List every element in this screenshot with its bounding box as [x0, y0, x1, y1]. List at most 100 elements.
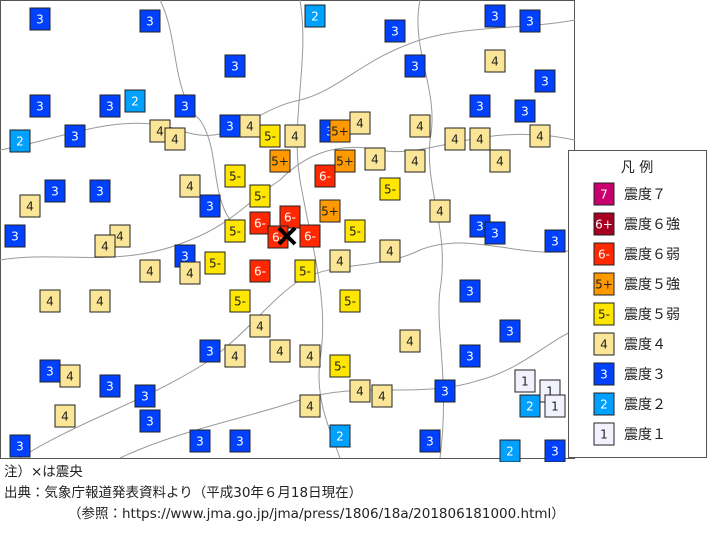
- legend-badge-label: 7: [600, 188, 608, 202]
- station: 4: [89, 289, 111, 313]
- station: 4: [329, 249, 351, 273]
- legend-title: 凡 例: [621, 160, 653, 176]
- station: 3: [99, 374, 121, 398]
- station-badge: [269, 339, 291, 363]
- station-label: 4: [156, 125, 164, 139]
- station-label: 5-: [349, 225, 361, 239]
- legend-label: 震度４: [624, 337, 666, 353]
- station-badge: [299, 344, 321, 368]
- legend-label: 震度６強: [624, 217, 680, 233]
- station-label: 4: [146, 265, 154, 279]
- legend-box: [568, 150, 707, 458]
- station: 5+: [269, 149, 291, 173]
- station-label: 2: [311, 10, 319, 24]
- station: 3: [484, 4, 506, 28]
- station-badge: [299, 394, 321, 418]
- station-badge: [39, 289, 61, 313]
- boundary: [0, 19, 576, 151]
- station-badge: [499, 439, 521, 462]
- station-label: 4: [386, 245, 394, 259]
- station: 2: [519, 394, 541, 418]
- station-label: 1: [551, 400, 559, 414]
- station-label: 3: [411, 60, 419, 74]
- station: 4: [224, 344, 246, 368]
- station-badge: [249, 184, 271, 208]
- station-label: 4: [476, 133, 484, 147]
- station: 3: [64, 124, 86, 148]
- station-badge: [204, 251, 226, 275]
- station-badge: [284, 124, 306, 148]
- station: 5-: [294, 259, 316, 283]
- station-badge: [189, 429, 211, 453]
- legend-label: 震度７: [624, 187, 666, 203]
- station-label: 4: [356, 117, 364, 131]
- station: 3: [434, 379, 456, 403]
- station-badge: [224, 219, 246, 243]
- station-label: 4: [336, 255, 344, 269]
- station-label: 3: [476, 100, 484, 114]
- station-label: 6-: [254, 217, 266, 231]
- station: 3: [229, 429, 251, 453]
- legend-badge-label: 1: [600, 428, 608, 442]
- station-label: 5-: [229, 225, 241, 239]
- station-badge: [544, 394, 566, 418]
- station: 6-: [314, 164, 336, 188]
- station-label: 4: [411, 155, 419, 169]
- station-label: 2: [526, 400, 534, 414]
- station-badge: [224, 164, 246, 188]
- station: 5+: [319, 199, 341, 223]
- station-badge: [29, 94, 51, 118]
- station: 1: [514, 369, 536, 393]
- notes: 注）×は震央 出典：気象庁報道発表資料より（平成30年６月18日現在） （参照：…: [4, 462, 565, 525]
- epicenter: [277, 226, 297, 246]
- station-label: 4: [256, 320, 264, 334]
- station-label: 4: [61, 410, 69, 424]
- station-badge: [224, 54, 246, 78]
- station-label: 4: [451, 133, 459, 147]
- station-label: 4: [101, 240, 109, 254]
- station: 4: [239, 114, 261, 138]
- station-badge: [514, 99, 536, 123]
- station-label: 5-: [299, 265, 311, 279]
- station-badge: [434, 379, 456, 403]
- station-badge: [459, 279, 481, 303]
- legend-label: 震度５弱: [624, 307, 680, 323]
- station: 3: [199, 339, 221, 363]
- station: 4: [19, 194, 41, 218]
- station-badge: [279, 205, 301, 229]
- station-label: 1: [546, 385, 554, 399]
- legend-label: 震度２: [624, 397, 666, 413]
- station-label: 4: [406, 335, 414, 349]
- station-label: 3: [441, 385, 449, 399]
- station: 2: [499, 439, 521, 462]
- station: 5-: [229, 289, 251, 313]
- note: 出典：気象庁報道発表資料より（平成30年６月18日現在）: [4, 485, 363, 501]
- station: 3: [459, 279, 481, 303]
- legend-label: 震度１: [624, 427, 666, 443]
- station-label: 3: [181, 250, 189, 264]
- station: 6-: [299, 224, 321, 248]
- legend-badge-label: 5+: [595, 278, 613, 292]
- station-label: 3: [491, 10, 499, 24]
- legend-badge-label: 6+: [595, 218, 613, 232]
- station-badge: [164, 127, 186, 151]
- legend-badge: [593, 422, 615, 446]
- station-badge: [349, 379, 371, 403]
- station-badge: [64, 124, 86, 148]
- station: 4: [269, 339, 291, 363]
- station-label: 4: [96, 295, 104, 309]
- station: 4: [489, 149, 511, 173]
- legend-label: 震度３: [624, 367, 666, 383]
- station: 4: [299, 344, 321, 368]
- station: 4: [379, 239, 401, 263]
- station-badge: [179, 261, 201, 285]
- station-label: 3: [231, 60, 239, 74]
- station-badge: [199, 339, 221, 363]
- station-badge: [344, 219, 366, 243]
- station-badge: [534, 69, 556, 93]
- station-label: 5-: [334, 360, 346, 374]
- station-badge: [399, 329, 421, 353]
- station-badge: [319, 199, 341, 223]
- station: 5+: [334, 149, 356, 173]
- station-label: 4: [356, 385, 364, 399]
